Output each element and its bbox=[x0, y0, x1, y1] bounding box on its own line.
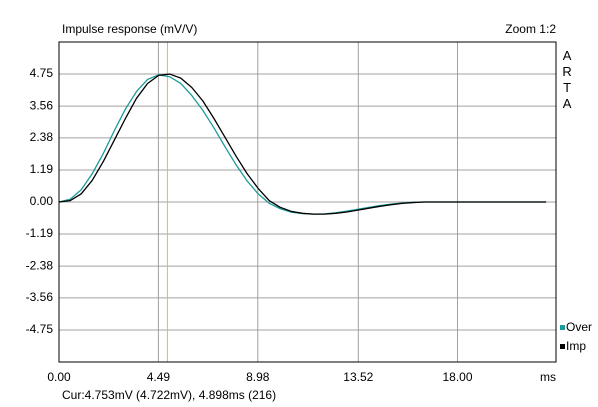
legend-label: Over bbox=[566, 320, 592, 334]
zoom-label: Zoom 1:2 bbox=[505, 22, 556, 36]
plot-frame bbox=[58, 41, 557, 363]
y-tick-label: 4.75 bbox=[30, 66, 54, 80]
x-tick-label: 0.00 bbox=[47, 370, 71, 384]
legend-swatch bbox=[560, 325, 565, 330]
x-tick-label: 8.98 bbox=[246, 370, 270, 384]
legend-swatch bbox=[560, 344, 565, 349]
chart-title: Impulse response (mV/V) bbox=[62, 22, 197, 36]
x-tick-label: 18.00 bbox=[442, 370, 472, 384]
y-tick-label: 3.56 bbox=[30, 98, 54, 112]
y-tick-label: -2.38 bbox=[26, 258, 54, 272]
cursor-readout: Cur:4.753mV (4.722mV), 4.898ms (216) bbox=[62, 388, 276, 402]
x-unit: ms bbox=[540, 370, 556, 384]
x-tick-label: 4.49 bbox=[147, 370, 171, 384]
x-tick-label: 13.52 bbox=[343, 370, 373, 384]
series-line bbox=[58, 73, 547, 215]
brand-label: ARTA bbox=[560, 48, 575, 112]
legend-label: Imp bbox=[566, 339, 586, 353]
y-tick-label: -3.56 bbox=[26, 290, 54, 304]
y-tick-label: 1.19 bbox=[30, 162, 54, 176]
y-tick-label: -1.19 bbox=[26, 226, 54, 240]
y-tick-label: -4.75 bbox=[26, 322, 54, 336]
y-tick-label: 2.38 bbox=[30, 130, 54, 144]
y-tick-label: 0.00 bbox=[30, 194, 54, 208]
